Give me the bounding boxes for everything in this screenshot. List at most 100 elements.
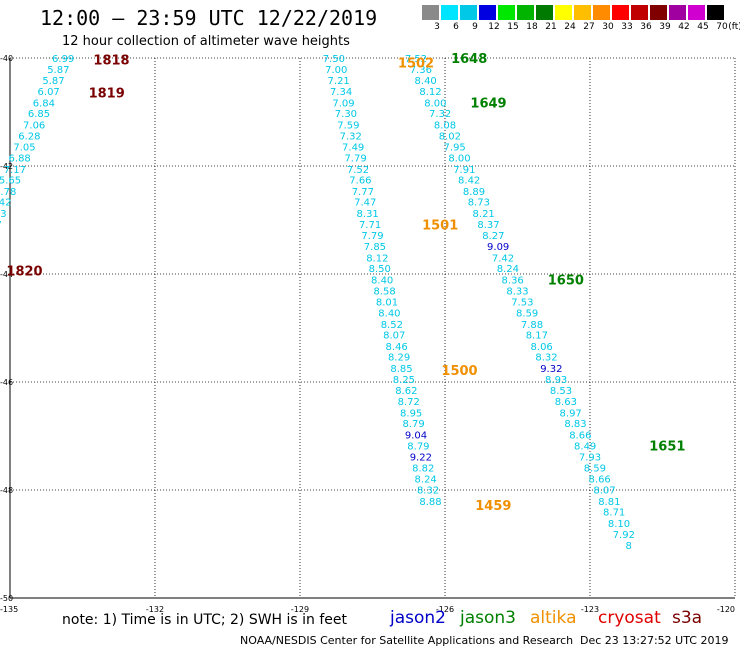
pass-time-label: 1500 (441, 364, 477, 379)
swh-value-label: 9.04 (405, 430, 427, 441)
colorbar-unit: (ft) (728, 22, 740, 32)
swh-value-label: 7.32 (340, 131, 362, 142)
map-subtitle: 12 hour collection of altimeter wave hei… (62, 34, 350, 49)
colorbar-label: 9 (472, 22, 478, 32)
swh-value-label: 5.87 (47, 65, 69, 76)
satellite-legend-jason3: jason3 (460, 608, 516, 628)
swh-value-label: 8.07 (383, 331, 405, 342)
swh-value-label: 7.47 (354, 198, 376, 209)
units-note: note: 1) Time is in UTC; 2) SWH is in fe… (62, 612, 348, 628)
satellite-legend-cryosat: cryosat (598, 608, 661, 628)
swh-value-label: 8.62 (395, 386, 417, 397)
swh-value-label: 5.77 (0, 220, 2, 231)
swh-value-label: 7.79 (361, 231, 383, 242)
colorbar-swatch (460, 5, 477, 20)
satellite-legend-jason2: jason2 (390, 608, 446, 628)
swh-value-label: 8.32 (417, 486, 439, 497)
colorbar-label: 30 (602, 22, 614, 32)
swh-value-label: 8.07 (593, 486, 615, 497)
swh-value-label: 8.66 (589, 475, 611, 486)
colorbar-swatch (536, 5, 553, 20)
swh-value-label: 7.85 (364, 242, 386, 253)
swh-value-label: 8.33 (506, 286, 528, 297)
swh-value-label: 9.22 (410, 453, 432, 464)
swh-value-label: 6.42 (0, 198, 11, 209)
swh-value-label: 8.00 (424, 98, 446, 109)
swh-value-label: 8.52 (381, 320, 403, 331)
pass-time-label: 1651 (649, 439, 685, 454)
swh-value-label: 7.71 (359, 220, 381, 231)
swh-value-label: 7.34 (330, 87, 352, 98)
latitude-tick-label: -50 (0, 594, 13, 603)
swh-value-label: 8.17 (526, 331, 548, 342)
credit-line: NOAA/NESDIS Center for Satellite Applica… (240, 634, 574, 647)
swh-value-label: 5.65 (0, 176, 21, 187)
swh-value-label: 8.31 (357, 209, 379, 220)
colorbar-swatch (593, 5, 610, 20)
longitude-tick-label: -132 (146, 605, 164, 614)
swh-value-label: 8.25 (393, 375, 415, 386)
swh-value-label: 8.72 (398, 397, 420, 408)
swh-value-label: 8.40 (415, 76, 437, 87)
colorbar-label: 18 (526, 22, 538, 32)
swh-value-label: 6.78 (0, 187, 16, 198)
swh-value-label: 8.73 (468, 198, 490, 209)
pass-time-label: 1459 (475, 499, 511, 514)
swh-value-label: 6.84 (33, 98, 55, 109)
colorbar-swatch (574, 5, 591, 20)
colorbar-label: 45 (697, 22, 709, 32)
pass-time-label: 1502 (398, 56, 434, 71)
colorbar-label: 24 (564, 22, 576, 32)
swh-value-label: 7.30 (335, 109, 357, 120)
satellite-legend-altika: altika (530, 608, 577, 628)
swh-value-label: 8.32 (535, 353, 557, 364)
swh-value-label: 7.17 (4, 165, 26, 176)
swh-value-label: 7.05 (13, 143, 35, 154)
pass-time-label: 1648 (451, 52, 487, 67)
swh-value-label: 8.12 (366, 253, 388, 264)
swh-value-label: 8.01 (376, 298, 398, 309)
swh-value-label: 7.91 (453, 165, 475, 176)
colorbar-label: 42 (678, 22, 690, 32)
swh-value-label: 9.32 (540, 364, 562, 375)
latitude-tick-label: -44 (0, 270, 13, 279)
longitude-tick-label: -120 (717, 605, 735, 614)
swh-value-label: 6.99 (52, 54, 74, 65)
swh-value-label: 7.95 (444, 143, 466, 154)
swh-value-label: 8.40 (371, 275, 393, 286)
swh-value-label: 7.36 (410, 65, 432, 76)
swh-value-label: 8.21 (473, 209, 495, 220)
swh-value-label: 8.37 (477, 220, 499, 231)
swh-value-label: 8.83 (564, 419, 586, 430)
colorbar-label: 36 (640, 22, 652, 32)
latitude-tick-label: -40 (0, 54, 13, 63)
swh-value-label: 8.88 (419, 497, 441, 508)
swh-value-label: 8.71 (603, 508, 625, 519)
colorbar-swatch (422, 5, 439, 20)
swh-value-label: 8.36 (502, 275, 524, 286)
longitude-tick-label: -129 (291, 605, 309, 614)
swh-value-label: 9.09 (487, 242, 509, 253)
swh-value-label: 7.93 (579, 453, 601, 464)
swh-value-label: 8.50 (369, 264, 391, 275)
swh-value-label: 8.82 (412, 463, 434, 474)
colorbar-swatch (669, 5, 686, 20)
swh-value-label: 7.53 (511, 298, 533, 309)
colorbar-swatch (631, 5, 648, 20)
colorbar-label: 70 (716, 22, 728, 32)
pass-time-label: 1818 (93, 54, 129, 69)
swh-value-label: 8.49 (574, 441, 596, 452)
swh-value-label: 6.63 (0, 209, 7, 220)
pass-time-label: 1820 (6, 264, 42, 279)
swh-value-label: 7.77 (352, 187, 374, 198)
swh-value-label: 8.79 (407, 441, 429, 452)
swh-value-label: 6.07 (38, 87, 60, 98)
colorbar-swatch (517, 5, 534, 20)
swh-value-label: 8 (625, 541, 631, 552)
swh-value-label: 7.92 (613, 530, 635, 541)
swh-value-label: 8.89 (463, 187, 485, 198)
swh-value-label: 7.52 (347, 165, 369, 176)
colorbar-label: 21 (545, 22, 557, 32)
swh-value-label: 7.50 (323, 54, 345, 65)
